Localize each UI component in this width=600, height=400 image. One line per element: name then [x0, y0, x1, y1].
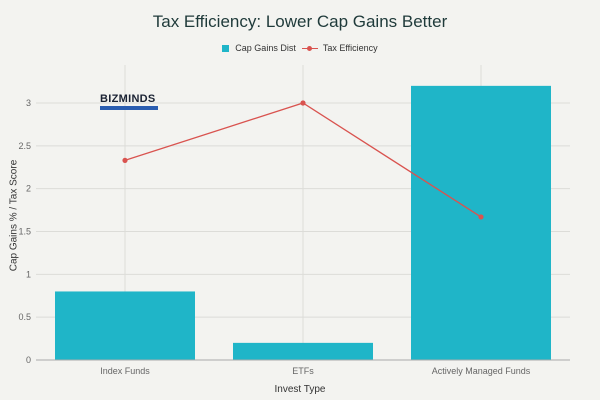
x-tick-label: ETFs	[292, 366, 314, 376]
legend-label: Tax Efficiency	[322, 43, 378, 53]
y-tick-label: 1	[26, 269, 31, 279]
bar[interactable]	[55, 291, 195, 360]
y-tick-label: 2	[26, 184, 31, 194]
chart-title: Tax Efficiency: Lower Cap Gains Better	[152, 12, 448, 31]
legend: Cap Gains Dist Tax Efficiency	[0, 43, 600, 53]
bar-swatch-icon	[222, 44, 230, 52]
legend-label: Cap Gains Dist	[235, 43, 296, 53]
x-axis-label: Invest Type	[274, 384, 326, 395]
line-marker-icon	[301, 45, 318, 51]
x-tick-label: Actively Managed Funds	[432, 366, 531, 376]
y-tick-label: 1.5	[18, 226, 31, 236]
y-tick-label: 2.5	[18, 141, 31, 151]
y-tick-label: 0	[26, 355, 31, 365]
x-tick-label: Index Funds	[100, 366, 150, 376]
y-axis-label: Cap Gains % / Tax Score	[8, 159, 20, 272]
y-tick-label: 3	[26, 98, 31, 108]
bar[interactable]	[233, 342, 373, 360]
legend-item-cap-gains[interactable]: Cap Gains Dist	[222, 43, 296, 53]
bar[interactable]	[411, 85, 551, 360]
line-point[interactable]	[122, 157, 128, 163]
line-point[interactable]	[478, 214, 484, 220]
watermark-logo: BIZMINDS	[100, 94, 158, 110]
legend-item-tax-efficiency[interactable]: Tax Efficiency	[301, 43, 378, 53]
line-point[interactable]	[300, 100, 306, 106]
y-tick-label: 0.5	[18, 312, 31, 322]
